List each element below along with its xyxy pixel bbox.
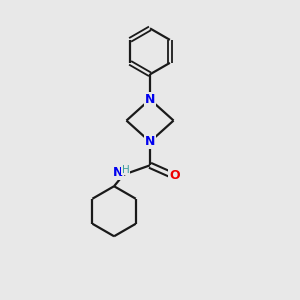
- Text: H: H: [122, 165, 129, 175]
- Text: N: N: [145, 135, 155, 148]
- Text: N: N: [145, 93, 155, 106]
- Text: O: O: [169, 169, 180, 182]
- Text: N: N: [113, 166, 123, 179]
